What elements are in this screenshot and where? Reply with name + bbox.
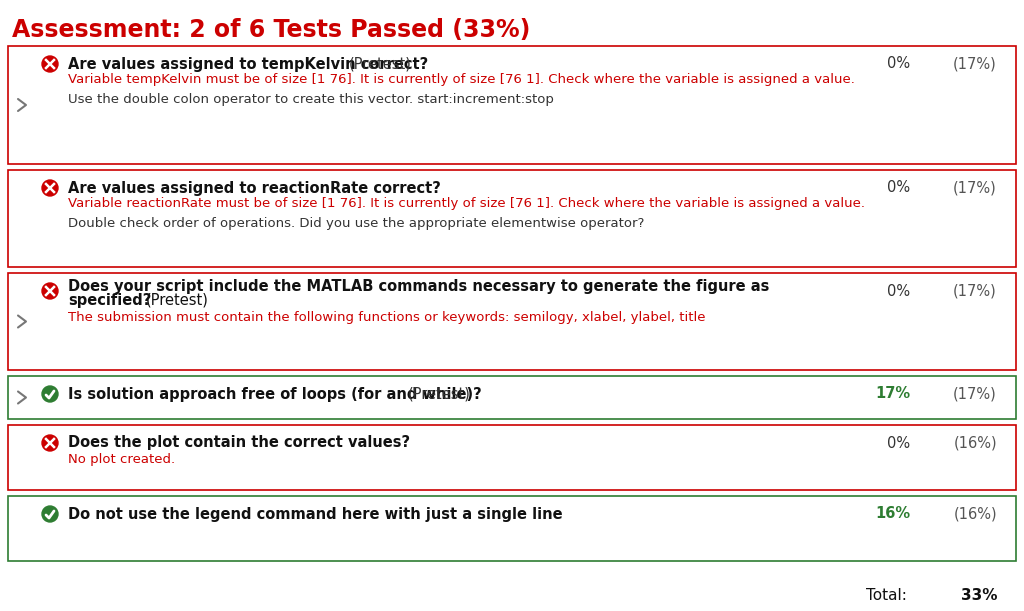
Text: Do not use the legend command here with just a single line: Do not use the legend command here with … [68, 507, 562, 522]
Circle shape [42, 283, 58, 299]
Text: 0%: 0% [887, 436, 910, 450]
FancyBboxPatch shape [8, 496, 1016, 561]
Text: Assessment: 2 of 6 Tests Passed (33%): Assessment: 2 of 6 Tests Passed (33%) [12, 18, 530, 42]
Text: (17%): (17%) [953, 56, 997, 71]
Text: Are values assigned to tempKelvin correct?: Are values assigned to tempKelvin correc… [68, 56, 428, 71]
Text: Double check order of operations. Did you use the appropriate elementwise operat: Double check order of operations. Did yo… [68, 216, 644, 230]
FancyBboxPatch shape [8, 170, 1016, 267]
Circle shape [42, 386, 58, 402]
Text: (16%): (16%) [953, 436, 997, 450]
Text: (Pretest): (Pretest) [146, 293, 209, 307]
Text: The submission must contain the following functions or keywords: semilogy, xlabe: The submission must contain the followin… [68, 310, 706, 323]
Text: 0%: 0% [887, 284, 910, 299]
Text: 17%: 17% [874, 387, 910, 401]
Circle shape [42, 56, 58, 72]
FancyBboxPatch shape [8, 376, 1016, 419]
Text: (Pretest): (Pretest) [349, 56, 412, 71]
Text: (17%): (17%) [953, 284, 997, 299]
Text: 0%: 0% [887, 56, 910, 71]
Text: 16%: 16% [874, 507, 910, 522]
Text: Is solution approach free of loops (for and while)?: Is solution approach free of loops (for … [68, 387, 481, 401]
Text: Total:: Total: [866, 588, 907, 604]
Circle shape [42, 180, 58, 196]
Circle shape [42, 435, 58, 451]
Text: Does the plot contain the correct values?: Does the plot contain the correct values… [68, 436, 411, 450]
Circle shape [42, 506, 58, 522]
FancyBboxPatch shape [8, 425, 1016, 490]
Text: 0%: 0% [887, 180, 910, 196]
Text: (16%): (16%) [953, 507, 997, 522]
FancyBboxPatch shape [8, 46, 1016, 164]
Text: Variable tempKelvin must be of size [1 76]. It is currently of size [76 1]. Chec: Variable tempKelvin must be of size [1 7… [68, 73, 855, 87]
Text: 33%: 33% [961, 588, 997, 604]
FancyBboxPatch shape [8, 273, 1016, 370]
Text: Variable reactionRate must be of size [1 76]. It is currently of size [76 1]. Ch: Variable reactionRate must be of size [1… [68, 197, 865, 211]
Text: specified?: specified? [68, 293, 152, 307]
Text: (17%): (17%) [953, 180, 997, 196]
Text: Are values assigned to reactionRate correct?: Are values assigned to reactionRate corr… [68, 180, 441, 196]
Text: Does your script include the MATLAB commands necessary to generate the figure as: Does your script include the MATLAB comm… [68, 279, 769, 293]
Text: (17%): (17%) [953, 387, 997, 401]
Text: Use the double colon operator to create this vector. start:increment:stop: Use the double colon operator to create … [68, 92, 554, 106]
Text: No plot created.: No plot created. [68, 453, 175, 466]
Text: (Pretest): (Pretest) [408, 387, 471, 401]
